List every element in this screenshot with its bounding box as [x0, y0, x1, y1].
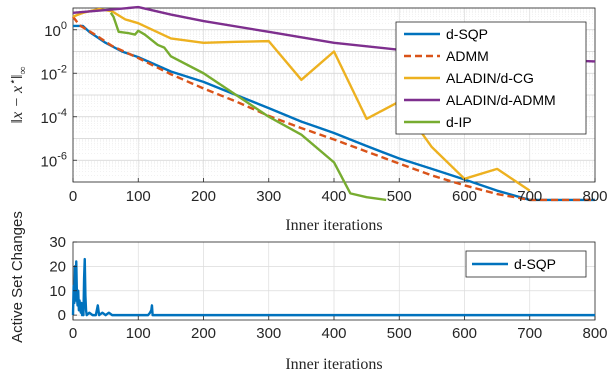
legend-label: d-SQP — [446, 26, 488, 42]
bottom-x-tick-label: 500 — [387, 325, 412, 342]
top-x-tick-label: 800 — [582, 188, 607, 205]
bottom-y-tick-label: 20 — [49, 258, 66, 275]
bottom-x-tick-label: 100 — [126, 325, 151, 342]
legend-label: d-IP — [446, 114, 472, 130]
top-x-tick-label: 300 — [256, 188, 281, 205]
top-x-tick-label: 400 — [321, 188, 346, 205]
bottom-y-tick-label: 30 — [49, 234, 66, 251]
bottom-x-tick-label: 400 — [321, 325, 346, 342]
bottom-y-ticks: 0 10 20 30 — [49, 234, 77, 324]
top-x-tick-label: 600 — [452, 188, 477, 205]
series-line-admm — [72, 15, 595, 202]
bottom-y-tick-label: 0 — [58, 307, 66, 324]
top-x-tick-label: 0 — [69, 188, 77, 205]
top-x-ticks: 0 100 200 300 400 500 600 700 800 — [69, 178, 608, 205]
top-x-tick-label: 500 — [387, 188, 412, 205]
bottom-chart: 0 100 200 300 400 500 600 700 800 0 10 20 30 Inner … — [9, 211, 608, 373]
bottom-x-tick-label: 800 — [582, 325, 607, 342]
bottom-y-tick-label: 10 — [49, 283, 66, 300]
top-series — [72, 5, 596, 202]
bottom-x-ticks: 0 100 200 300 400 500 600 700 800 — [69, 316, 608, 342]
bottom-legend: d-SQP — [465, 250, 587, 278]
bottom-x-axis-label: Inner iterations — [285, 356, 382, 373]
series-line-d-sqp — [73, 24, 595, 202]
bottom-x-tick-label: 700 — [517, 325, 542, 342]
bottom-x-tick-label: 0 — [69, 325, 77, 342]
top-legend: d-SQP ADMM ALADIN/d-CG ALADIN/d-ADMM d-IP — [395, 21, 587, 135]
legend-label: d-SQP — [514, 256, 556, 272]
bottom-series — [71, 257, 595, 317]
top-x-axis-label: Inner iterations — [285, 217, 382, 234]
top-x-tick-label: 700 — [517, 188, 542, 205]
bottom-x-tick-label: 600 — [452, 325, 477, 342]
legend-label: ALADIN/d-CG — [446, 70, 534, 86]
top-x-tick-label: 200 — [191, 188, 216, 205]
top-x-tick-label: 100 — [126, 188, 151, 205]
legend-label: ADMM — [446, 48, 489, 64]
series-line-d-ip — [109, 12, 387, 202]
bottom-y-axis-label: Active Set Changes — [9, 211, 26, 343]
top-y-axis-label: ‖x − x⋆‖∞ — [7, 66, 29, 123]
bottom-x-tick-label: 200 — [191, 325, 216, 342]
bottom-x-tick-label: 300 — [256, 325, 281, 342]
series-line-bottom-d-sqp — [71, 257, 595, 317]
legend-label: ALADIN/d-ADMM — [446, 92, 556, 108]
series-line-aladin-d-cg — [72, 7, 531, 192]
